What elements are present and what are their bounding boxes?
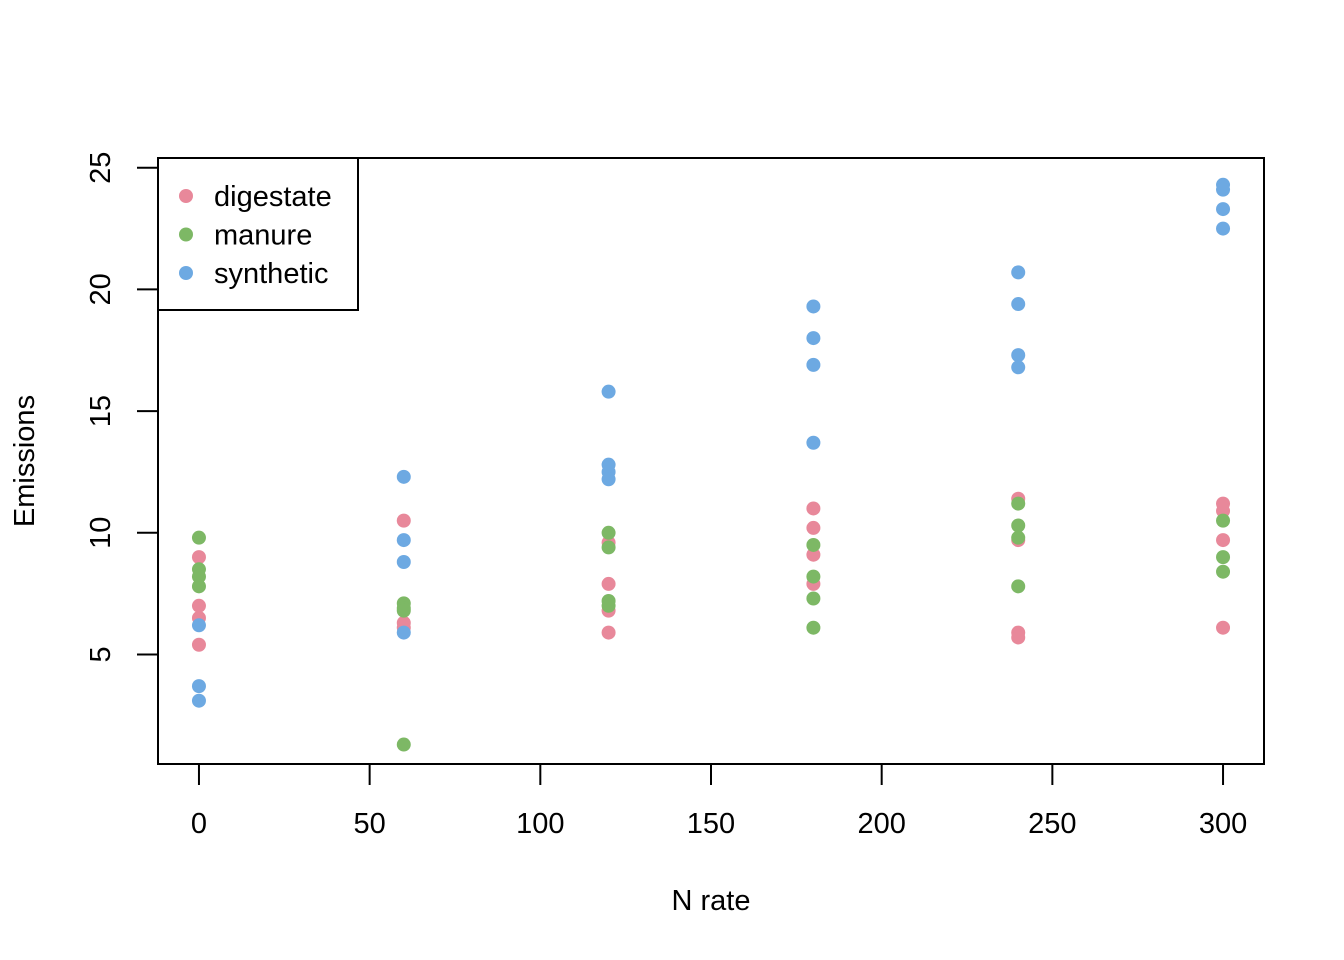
data-point-manure — [601, 598, 616, 613]
data-point-manure — [1216, 564, 1231, 579]
data-point-manure — [601, 540, 616, 555]
data-point-manure — [396, 737, 411, 752]
legend-label-digestate: digestate — [214, 181, 332, 213]
data-point-synthetic — [1011, 348, 1026, 363]
data-point-manure — [806, 569, 821, 584]
data-point-manure — [806, 620, 821, 635]
data-point-digestate — [191, 598, 206, 613]
y-axis: 5 10 15 20 25 — [85, 152, 159, 663]
x-axis-label: N rate — [672, 885, 751, 917]
data-point-synthetic — [1011, 297, 1026, 312]
x-tick-label: 50 — [354, 808, 386, 840]
data-point-manure — [191, 569, 206, 584]
data-point-synthetic — [806, 299, 821, 314]
data-point-synthetic — [1216, 221, 1231, 236]
data-point-digestate — [1216, 620, 1231, 635]
data-point-manure — [191, 530, 206, 545]
data-point-manure — [1216, 550, 1231, 565]
x-axis: 0 50 100 150 200 250 300 — [191, 763, 1247, 840]
data-point-manure — [191, 579, 206, 594]
data-point-synthetic — [601, 472, 616, 487]
data-point-synthetic — [396, 533, 411, 548]
x-tick-label: 150 — [687, 808, 735, 840]
data-point-manure — [1011, 518, 1026, 533]
data-point-digestate — [1216, 533, 1231, 548]
data-point-digestate — [601, 576, 616, 591]
legend: digestate manure synthetic — [157, 157, 359, 311]
data-point-synthetic — [806, 331, 821, 346]
data-point-manure — [601, 525, 616, 540]
data-points — [191, 177, 1231, 752]
data-point-synthetic — [1011, 265, 1026, 280]
x-tick-label: 300 — [1199, 808, 1247, 840]
data-point-digestate — [806, 501, 821, 516]
data-point-digestate — [806, 520, 821, 535]
y-axis-label: Emissions — [9, 395, 41, 527]
data-point-synthetic — [1011, 360, 1026, 375]
x-tick-label: 200 — [857, 808, 905, 840]
data-point-digestate — [396, 513, 411, 528]
y-tick-label: 20 — [85, 273, 117, 305]
x-tick-label: 0 — [191, 808, 207, 840]
y-tick-label: 15 — [85, 395, 117, 427]
legend-label-synthetic: synthetic — [214, 258, 328, 290]
data-point-manure — [1216, 513, 1231, 528]
data-point-manure — [1011, 496, 1026, 511]
legend-label-manure: manure — [214, 220, 312, 252]
y-tick-label: 25 — [85, 152, 117, 184]
data-point-manure — [396, 603, 411, 618]
data-point-digestate — [601, 625, 616, 640]
data-point-synthetic — [396, 469, 411, 484]
data-point-synthetic — [396, 555, 411, 569]
data-point-manure — [806, 591, 821, 606]
y-tick-label: 10 — [85, 517, 117, 549]
data-point-synthetic — [191, 618, 206, 633]
data-point-synthetic — [191, 679, 206, 694]
data-point-manure — [1011, 579, 1026, 594]
data-point-digestate — [1011, 630, 1026, 645]
data-point-synthetic — [1216, 182, 1231, 197]
y-tick-label: 5 — [85, 646, 117, 662]
data-point-digestate — [1216, 503, 1231, 518]
data-point-digestate — [191, 637, 206, 652]
data-point-digestate — [191, 550, 206, 565]
data-point-synthetic — [806, 435, 821, 450]
legend-marker-manure — [179, 227, 193, 242]
data-point-synthetic — [806, 357, 821, 372]
x-tick-label: 100 — [516, 808, 564, 840]
legend-marker-synthetic — [179, 266, 193, 280]
data-point-synthetic — [191, 693, 206, 708]
data-point-synthetic — [601, 384, 616, 399]
data-point-synthetic — [1216, 202, 1231, 217]
data-point-manure — [1011, 530, 1026, 545]
data-point-digestate — [806, 547, 821, 562]
data-point-synthetic — [396, 625, 411, 640]
data-point-manure — [806, 537, 821, 552]
x-tick-label: 250 — [1028, 808, 1076, 840]
legend-marker-digestate — [179, 189, 193, 203]
